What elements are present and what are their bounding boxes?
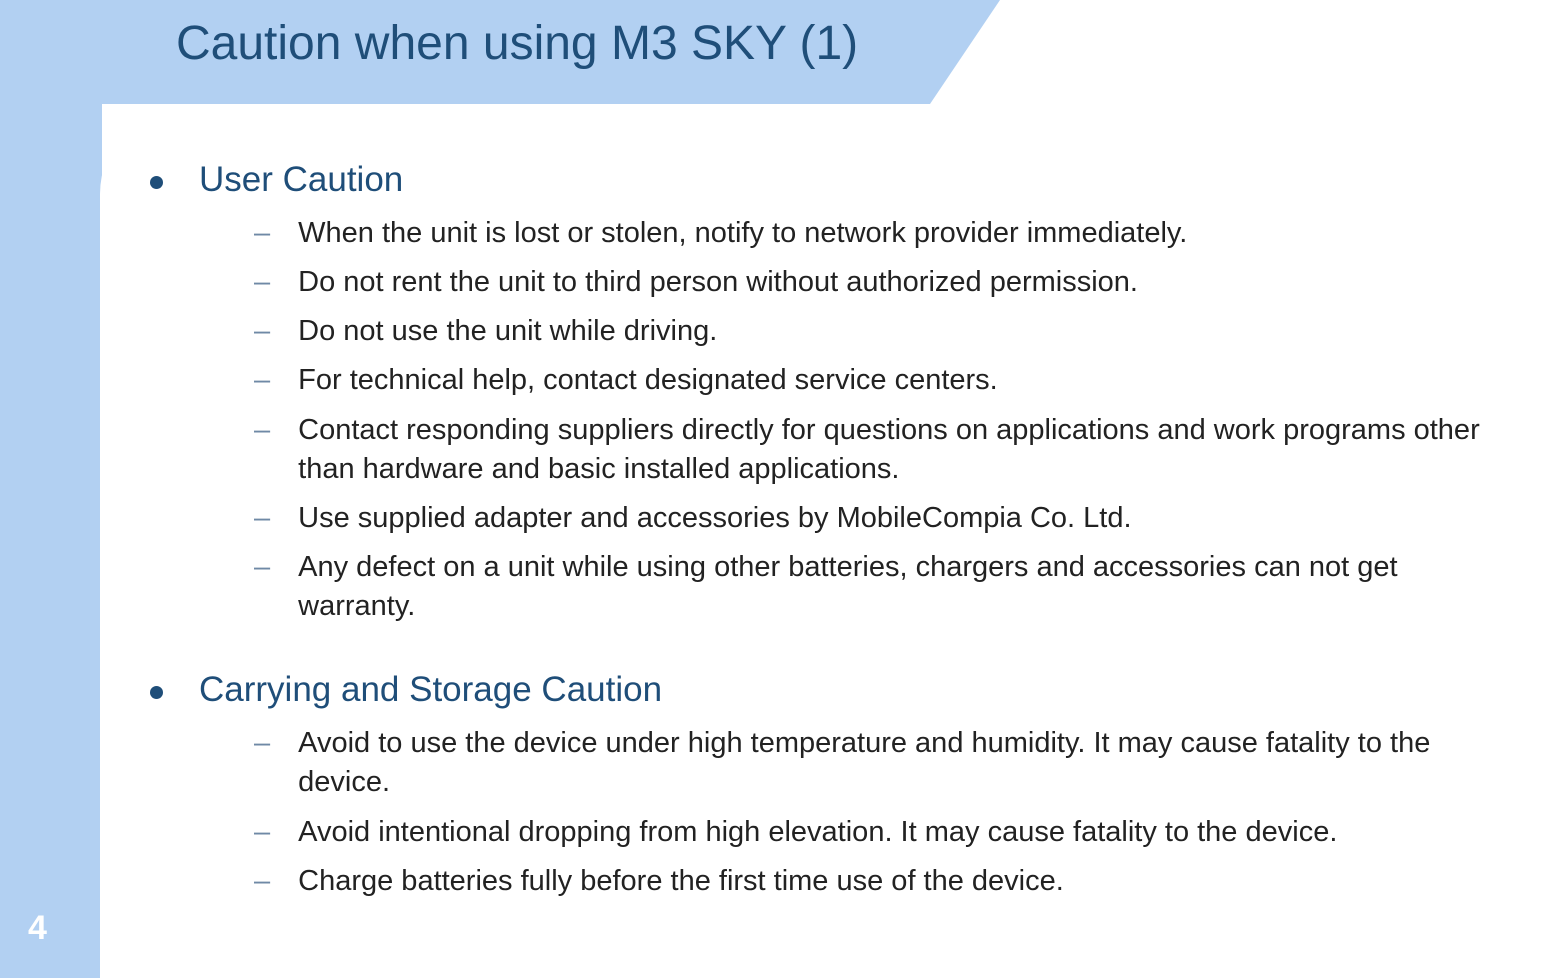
dash-icon: – <box>254 214 270 253</box>
dash-icon: – <box>254 312 270 351</box>
bullet-dot-icon <box>150 176 163 189</box>
section-carrying-storage: Carrying and Storage Caution – Avoid to … <box>150 670 1522 901</box>
list-item-text: When the unit is lost or stolen, notify … <box>298 214 1522 253</box>
list-item-text: Any defect on a unit while using other b… <box>298 548 1522 626</box>
list-item: – For technical help, contact designated… <box>254 361 1522 400</box>
list-item-text: Do not use the unit while driving. <box>298 312 1522 351</box>
list-item-text: Use supplied adapter and accessories by … <box>298 499 1522 538</box>
section-user-caution: User Caution – When the unit is lost or … <box>150 160 1522 626</box>
dash-icon: – <box>254 724 270 763</box>
section-heading-row: User Caution <box>150 160 1522 200</box>
slide-title: Caution when using M3 SKY (1) <box>176 16 858 71</box>
dash-icon: – <box>254 813 270 852</box>
section-heading: Carrying and Storage Caution <box>199 670 662 710</box>
section-heading: User Caution <box>199 160 403 200</box>
dash-icon: – <box>254 361 270 400</box>
dash-icon: – <box>254 862 270 901</box>
list-item-text: For technical help, contact designated s… <box>298 361 1522 400</box>
list-item: – Avoid intentional dropping from high e… <box>254 813 1522 852</box>
list-item: – Charge batteries fully before the firs… <box>254 862 1522 901</box>
list-item: – Use supplied adapter and accessories b… <box>254 499 1522 538</box>
dash-icon: – <box>254 263 270 302</box>
list-item-text: Do not rent the unit to third person wit… <box>298 263 1522 302</box>
slide: Caution when using M3 SKY (1) User Cauti… <box>0 0 1552 978</box>
list-item: – Contact responding suppliers directly … <box>254 411 1522 489</box>
list-item: – Do not use the unit while driving. <box>254 312 1522 351</box>
header-slope <box>930 0 1000 104</box>
header: Caution when using M3 SKY (1) <box>0 0 1552 104</box>
list-item-text: Avoid intentional dropping from high ele… <box>298 813 1522 852</box>
dash-icon: – <box>254 411 270 450</box>
bullet-dot-icon <box>150 686 163 699</box>
list-item: – Avoid to use the device under high tem… <box>254 724 1522 802</box>
page-number: 4 <box>28 909 47 948</box>
list-item-text: Contact responding suppliers directly fo… <box>298 411 1522 489</box>
list-item: – When the unit is lost or stolen, notif… <box>254 214 1522 253</box>
list-item: – Any defect on a unit while using other… <box>254 548 1522 626</box>
left-band <box>0 0 102 978</box>
list-item-text: Charge batteries fully before the first … <box>298 862 1522 901</box>
dash-icon: – <box>254 548 270 587</box>
list-item-text: Avoid to use the device under high tempe… <box>298 724 1522 802</box>
dash-icon: – <box>254 499 270 538</box>
section-heading-row: Carrying and Storage Caution <box>150 670 1522 710</box>
list-item: – Do not rent the unit to third person w… <box>254 263 1522 302</box>
content-inner: User Caution – When the unit is lost or … <box>100 104 1552 901</box>
content-card: User Caution – When the unit is lost or … <box>100 104 1552 978</box>
